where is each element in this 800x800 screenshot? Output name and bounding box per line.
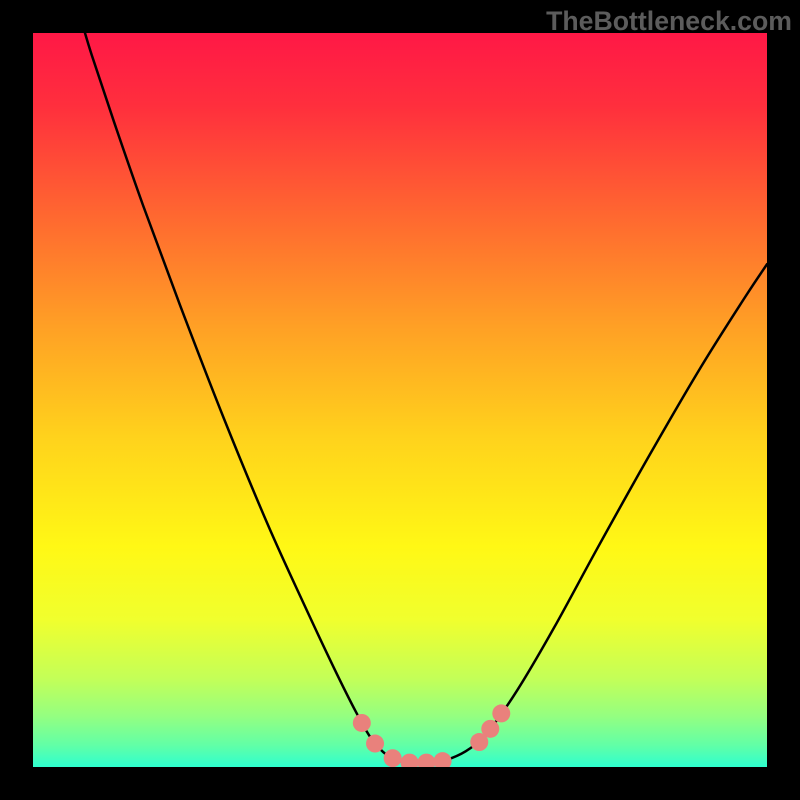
plot-svg (33, 33, 767, 767)
watermark-text: TheBottleneck.com (546, 6, 792, 37)
curve-marker (384, 749, 402, 767)
curve-marker (492, 704, 510, 722)
gradient-background (33, 33, 767, 767)
curve-marker (481, 720, 499, 738)
curve-marker (366, 735, 384, 753)
curve-marker (353, 714, 371, 732)
plot-area (33, 33, 767, 767)
chart-frame: TheBottleneck.com (0, 0, 800, 800)
